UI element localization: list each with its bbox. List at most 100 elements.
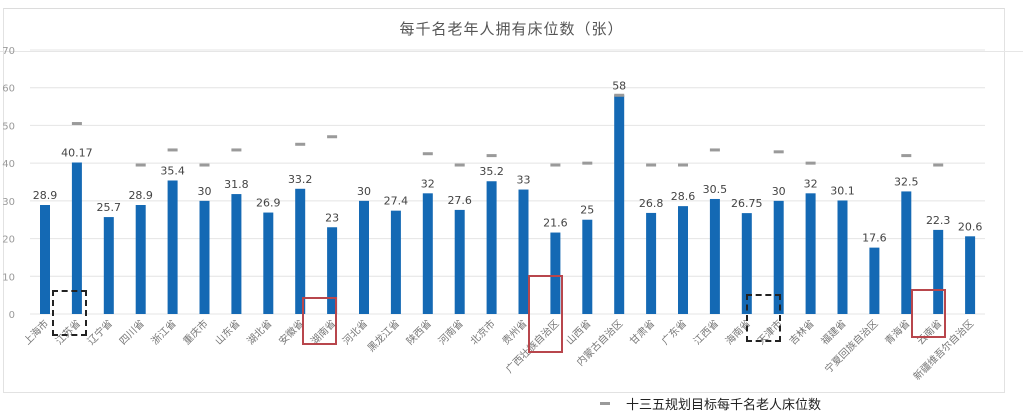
bar-value-label: 32 (421, 177, 435, 190)
target-marker (422, 152, 433, 156)
bar-value-label: 28.6 (671, 190, 696, 203)
target-marker (901, 154, 912, 158)
category-label: 辽宁省 (85, 317, 115, 347)
bar (71, 162, 82, 314)
target-marker (550, 163, 561, 167)
category-label: 上海市 (21, 317, 51, 347)
target-marker (646, 163, 657, 167)
bar-value-label: 23 (325, 211, 339, 224)
bar-value-label: 35.4 (160, 164, 185, 177)
category-label: 山东省 (212, 317, 242, 347)
bar-value-label: 17.6 (862, 232, 887, 245)
target-marker (135, 163, 146, 167)
target-marker (71, 122, 82, 126)
bar-value-label: 32.5 (894, 175, 919, 188)
bar-value-label: 30 (357, 185, 371, 198)
category-label: 四川省 (116, 317, 146, 347)
bar-value-label: 27.6 (447, 194, 472, 207)
bar (869, 247, 880, 314)
bar (454, 209, 465, 314)
bar (901, 191, 912, 314)
bar (582, 219, 593, 314)
category-label: 河北省 (340, 317, 370, 347)
bar-value-label: 30.1 (830, 184, 855, 197)
category-label: 宁夏回族自治区 (822, 317, 881, 376)
bar-value-label: 58 (612, 79, 626, 92)
guangxi-highlight-box (528, 275, 563, 353)
bar (231, 194, 242, 314)
bar-value-label: 32 (804, 177, 818, 190)
category-label: 青海省 (882, 317, 912, 347)
bar-value-label: 26.75 (731, 197, 763, 210)
bar-value-label: 30 (198, 185, 212, 198)
bar-value-label: 28.9 (33, 189, 58, 202)
target-marker (486, 154, 497, 158)
category-label: 北京市 (467, 317, 497, 347)
bar (295, 188, 306, 314)
bar-value-label: 21.6 (543, 217, 568, 230)
category-label: 陕西省 (404, 317, 434, 347)
bar-value-label: 22.3 (926, 214, 951, 227)
bar-value-label: 33 (517, 174, 531, 187)
bar-value-label: 25 (580, 204, 594, 217)
bar (646, 212, 657, 314)
bar (837, 200, 848, 314)
bar (805, 193, 816, 314)
bar (422, 193, 433, 314)
bar (486, 181, 497, 314)
bar (518, 189, 529, 314)
bar (773, 200, 784, 314)
bar (614, 95, 625, 314)
target-marker (295, 142, 306, 146)
target-marker (167, 148, 178, 152)
target-marker (582, 161, 593, 165)
bar-value-label: 27.4 (384, 195, 409, 208)
category-label: 吉林省 (786, 317, 816, 347)
bar-value-label: 31.8 (224, 178, 249, 191)
chart-title: 每千名老年人拥有床位数（张） (399, 20, 624, 38)
bar-value-label: 35.2 (479, 165, 504, 178)
legend: 十三五规划目标每千名老人床位数 (600, 393, 821, 413)
bar (327, 227, 338, 314)
bar (709, 198, 720, 314)
category-label: 河南省 (435, 317, 465, 347)
y-tick-label: 60 (2, 84, 15, 95)
target-marker (709, 148, 720, 152)
category-label: 江西省 (691, 317, 721, 347)
target-marker (454, 163, 465, 167)
category-label: 浙江省 (148, 317, 178, 347)
target-marker (805, 161, 816, 165)
category-label: 重庆市 (180, 317, 210, 347)
tianjin-highlight-box (746, 294, 781, 342)
target-marker-icon (600, 401, 610, 405)
y-tick-label: 50 (2, 121, 15, 132)
bar-value-label: 20.6 (958, 220, 983, 233)
target-marker (231, 148, 242, 152)
legend-label: 十三五规划目标每千名老人床位数 (626, 397, 822, 413)
target-marker (933, 163, 944, 167)
bar (965, 236, 976, 314)
bar-value-label: 25.7 (97, 201, 122, 214)
jiangsu-highlight-box (52, 290, 87, 336)
yunnan-highlight-box (911, 289, 946, 338)
target-marker (614, 93, 625, 97)
category-label: 甘肃省 (627, 317, 657, 347)
y-tick-label: 70 (2, 46, 15, 57)
y-tick-label: 30 (2, 197, 15, 208)
target-marker (773, 150, 784, 154)
bar-value-label: 26.8 (639, 197, 664, 210)
bar (135, 205, 146, 314)
category-label: 贵州省 (499, 317, 529, 347)
y-tick-label: 40 (2, 159, 15, 170)
bar (167, 180, 178, 314)
target-marker (327, 135, 338, 139)
bar (741, 213, 752, 314)
hunan-highlight-box (302, 297, 337, 345)
bar-value-label: 33.2 (288, 173, 313, 186)
bar (263, 212, 274, 314)
bar (40, 205, 50, 314)
bar-value-label: 28.9 (128, 189, 153, 202)
y-tick-label: 20 (2, 235, 15, 246)
bar (390, 210, 401, 314)
